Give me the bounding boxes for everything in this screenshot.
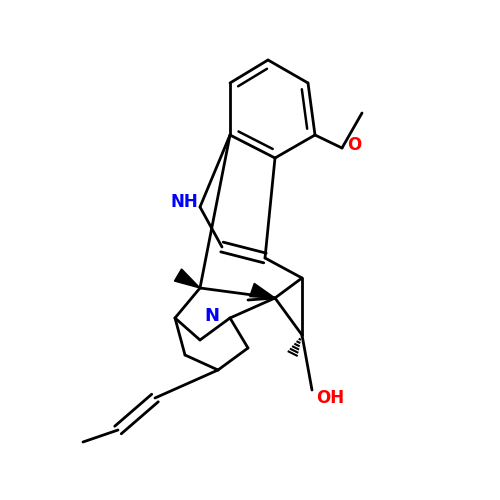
Text: N: N bbox=[204, 307, 220, 325]
Text: NH: NH bbox=[170, 193, 198, 211]
Polygon shape bbox=[174, 269, 200, 288]
Text: OH: OH bbox=[316, 389, 344, 407]
Polygon shape bbox=[250, 284, 275, 298]
Text: O: O bbox=[347, 136, 361, 154]
